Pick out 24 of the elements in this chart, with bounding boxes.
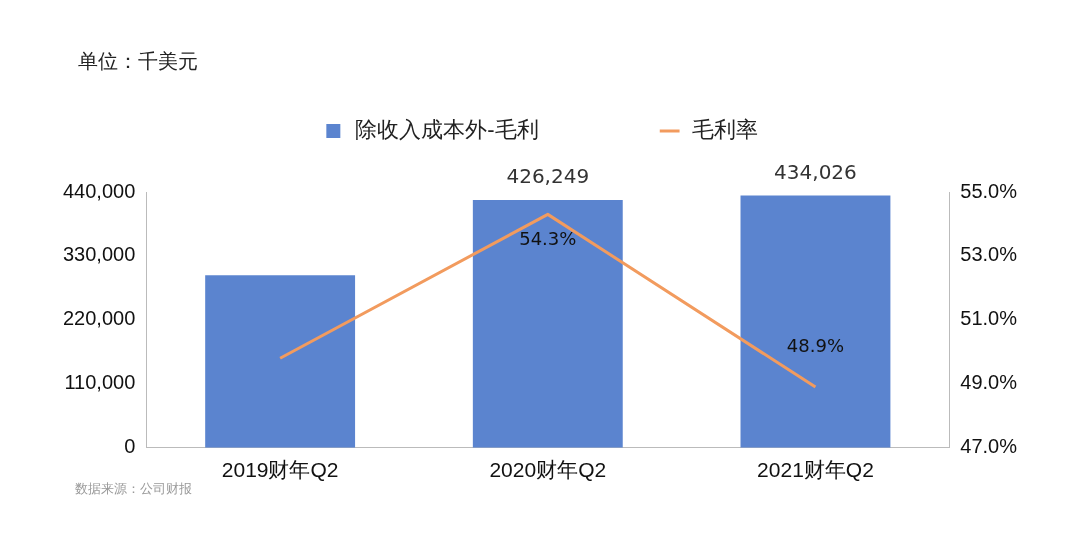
y-tick-label: 330,000 [63,243,136,266]
x-tick-label: 2019财年Q2 [221,458,339,482]
y2-tick-label: 53.0% [960,243,1018,266]
x-tick-label: 2021财年Q2 [757,458,874,482]
y2-tick-label: 51.0% [960,307,1018,330]
bar [205,275,356,448]
bar [740,195,891,448]
bar [472,199,623,448]
y-tick-label: 220,000 [63,307,136,330]
y2-tick-label: 47.0% [960,435,1018,458]
legend-label: 除收入成本外-毛利 [355,117,539,143]
source-note: 数据来源：公司财报 [75,480,192,498]
text: 单位：千美元 [78,48,198,75]
y-tick-label: 110,000 [64,371,136,394]
data-label: 426,249 [506,164,590,189]
data-label: 54.3% [519,228,577,250]
y-tick-label: 440,000 [63,179,136,202]
y-tick-label: 0 [124,435,136,458]
data-label: 48.9% [786,334,845,356]
legend-label: 毛利率 [691,117,758,143]
y2-tick-label: 49.0% [960,371,1018,394]
y2-tick-label: 55.0% [960,179,1018,202]
data-label: 434,026 [774,159,857,184]
x-tick-label: 2020财年Q2 [489,458,607,482]
